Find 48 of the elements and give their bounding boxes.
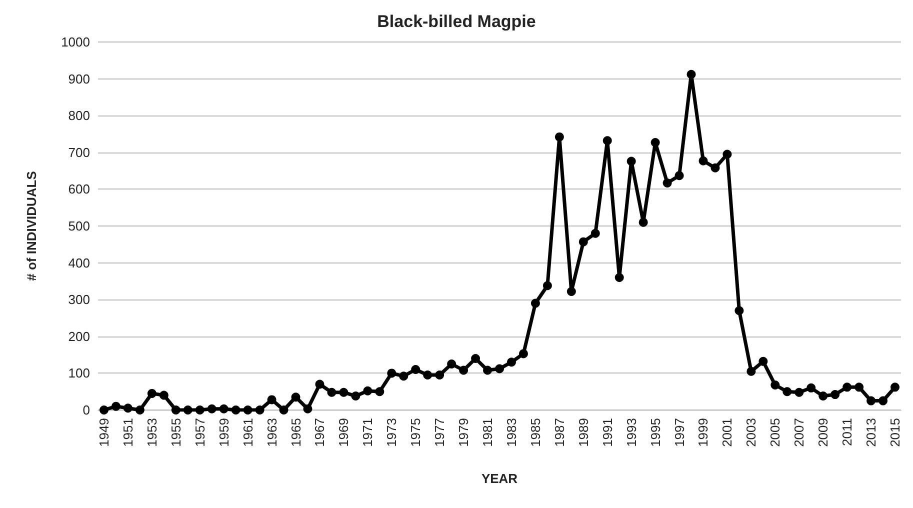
x-tick-label: 1983 <box>504 418 519 447</box>
x-tick-label: 2007 <box>792 418 807 447</box>
x-tick-label: 1973 <box>384 418 400 447</box>
x-tick-label: 1955 <box>168 418 184 447</box>
x-tick-label: 1953 <box>144 418 160 447</box>
x-tick-label: 1951 <box>120 418 136 447</box>
x-tick-label: 1991 <box>600 418 615 447</box>
x-tick-label: 1999 <box>696 418 711 447</box>
x-tick-label: 1989 <box>576 418 591 447</box>
x-tick-label: 2005 <box>768 418 783 447</box>
y-tick-label: 400 <box>68 255 90 270</box>
chart-title: Black-billed Magpie <box>377 12 536 31</box>
y-tick-label: 900 <box>68 71 90 86</box>
x-tick-label: 1961 <box>240 418 256 447</box>
x-tick-label: 1981 <box>480 418 496 447</box>
x-tick-label: 1993 <box>624 418 639 447</box>
y-tick-label: 500 <box>68 218 90 234</box>
x-tick-label: 2015 <box>888 418 903 447</box>
x-tick-label: 1957 <box>192 418 208 447</box>
y-tick-label: 300 <box>68 292 90 308</box>
x-tick-label: 2011 <box>840 418 855 446</box>
y-tick-label: 200 <box>68 328 90 344</box>
x-tick-label: 1997 <box>672 418 687 447</box>
x-tick-label: 1967 <box>312 418 328 447</box>
y-axis-title: # of INDIVIDUALS <box>24 170 39 281</box>
x-tick-label: 1995 <box>648 418 663 447</box>
x-axis-title: YEAR <box>481 471 518 486</box>
y-tick-label: 1000 <box>61 34 90 50</box>
x-tick-label: 1965 <box>288 418 304 447</box>
y-tick-label: 700 <box>68 144 90 160</box>
y-tick-label: 100 <box>68 366 90 381</box>
x-tick-label: 1979 <box>456 418 472 447</box>
y-tick-label: 0 <box>82 402 90 418</box>
x-tick-label: 1949 <box>96 418 112 447</box>
y-tick-label: 800 <box>68 108 90 124</box>
x-tick-label: 1987 <box>552 418 567 447</box>
x-tick-label: 1959 <box>216 418 232 447</box>
x-tick-label: 1963 <box>264 418 280 447</box>
x-tick-label: 2009 <box>816 418 831 447</box>
x-tick-label: 1971 <box>360 418 376 447</box>
y-tick-label: 600 <box>68 182 90 197</box>
x-tick-label: 2013 <box>864 418 879 447</box>
x-tick-label: 2001 <box>720 418 735 447</box>
x-tick-label: 1985 <box>528 418 543 447</box>
x-tick-label: 1977 <box>432 418 448 447</box>
x-tick-label: 1975 <box>408 418 424 447</box>
x-tick-label: 1969 <box>336 418 352 447</box>
x-tick-label: 2003 <box>744 418 759 447</box>
